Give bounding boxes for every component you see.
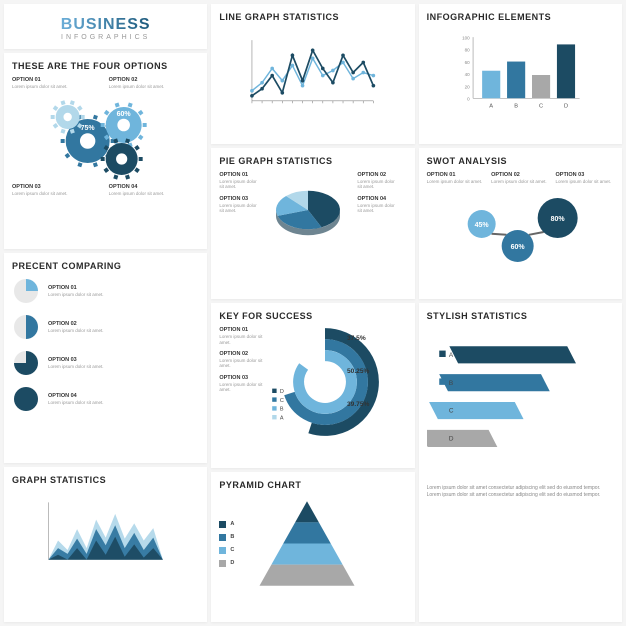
panel-title: STYLISH STATISTICS <box>427 311 614 321</box>
area-chart-panel: GRAPH STATISTICS <box>4 467 207 622</box>
bar-chart-panel: INFOGRAPHIC ELEMENTS 0 20 40 60 80 100 A B C D <box>419 4 622 144</box>
mini-pies-list: OPTION 01Lorem ipsum dolor sit amet.OPTI… <box>12 277 199 413</box>
svg-text:60%: 60% <box>510 244 525 251</box>
svg-text:A: A <box>280 416 284 422</box>
four-options-panel: THESE ARE THE FOUR OPTIONS OPTION 01Lore… <box>4 53 207 249</box>
panel-title: INFOGRAPHIC ELEMENTS <box>427 12 614 22</box>
svg-text:B: B <box>514 103 518 109</box>
svg-text:D: D <box>564 103 568 109</box>
svg-text:75%: 75% <box>81 125 96 132</box>
svg-text:C: C <box>539 103 543 109</box>
svg-text:37.5%: 37.5% <box>347 335 366 342</box>
pyramid-panel: PYRAMID CHART ABCD <box>211 472 414 622</box>
gears-chart: 75% 60% <box>12 89 199 184</box>
pie-panel: PIE GRAPH STATISTICS OPTION 01Lorem ipsu… <box>211 148 414 299</box>
svg-text:B: B <box>449 380 453 387</box>
logo-title: BUSINESS <box>12 16 199 34</box>
panel-title: SWOT ANALYSIS <box>427 156 614 166</box>
svg-text:50.25%: 50.25% <box>347 368 370 375</box>
svg-text:A: A <box>489 103 493 109</box>
svg-text:40: 40 <box>464 72 470 77</box>
pie-chart <box>263 172 353 252</box>
pyramid-chart <box>242 496 372 591</box>
swot-chart: 45% 60% 80% <box>427 188 614 268</box>
header-panel: BUSINESS INFOGRAPHICS <box>4 4 207 49</box>
radial-chart: ABCD 37.5% 50.25% 39.75% <box>270 327 380 437</box>
svg-text:45%: 45% <box>474 222 489 229</box>
percent-comparing-panel: PRECENT COMPARING OPTION 01Lorem ipsum d… <box>4 253 207 463</box>
panel-title: LINE GRAPH STATISTICS <box>219 12 406 22</box>
svg-text:80%: 80% <box>550 216 565 223</box>
key-success-panel: KEY FOR SUCCESS OPTION 01Lorem ipsum dol… <box>211 303 414 468</box>
logo-subtitle: INFOGRAPHICS <box>12 34 199 41</box>
svg-text:80: 80 <box>464 48 470 53</box>
svg-text:C: C <box>449 408 454 415</box>
panel-title: PYRAMID CHART <box>219 480 406 490</box>
bar-chart: 0 20 40 60 80 100 A B C D <box>427 28 614 113</box>
swot-panel: SWOT ANALYSIS OPTION 01Lorem ipsum dolor… <box>419 148 622 299</box>
panel-title: PRECENT COMPARING <box>12 261 199 271</box>
stylish-panel: STYLISH STATISTICS ABCD Lorem ipsum dolo… <box>419 303 622 622</box>
svg-text:60%: 60% <box>117 111 132 118</box>
svg-text:39.75%: 39.75% <box>347 401 370 408</box>
svg-text:A: A <box>449 352 454 359</box>
svg-text:D: D <box>280 389 284 395</box>
panel-title: GRAPH STATISTICS <box>12 475 199 485</box>
svg-text:D: D <box>449 436 454 443</box>
svg-text:C: C <box>280 398 284 404</box>
line-graph-panel: LINE GRAPH STATISTICS <box>211 4 414 144</box>
svg-text:20: 20 <box>464 84 470 89</box>
panel-title: PIE GRAPH STATISTICS <box>219 156 406 166</box>
panel-title: THESE ARE THE FOUR OPTIONS <box>12 61 199 71</box>
svg-text:100: 100 <box>462 35 470 40</box>
svg-text:0: 0 <box>467 97 470 102</box>
pyramid-legend: ABCD <box>219 521 234 567</box>
area-chart <box>12 491 199 571</box>
panel-title: KEY FOR SUCCESS <box>219 311 406 321</box>
svg-text:B: B <box>280 407 284 413</box>
svg-text:60: 60 <box>464 60 470 65</box>
line-chart <box>219 28 406 113</box>
stylish-chart: A B C D <box>427 327 614 477</box>
